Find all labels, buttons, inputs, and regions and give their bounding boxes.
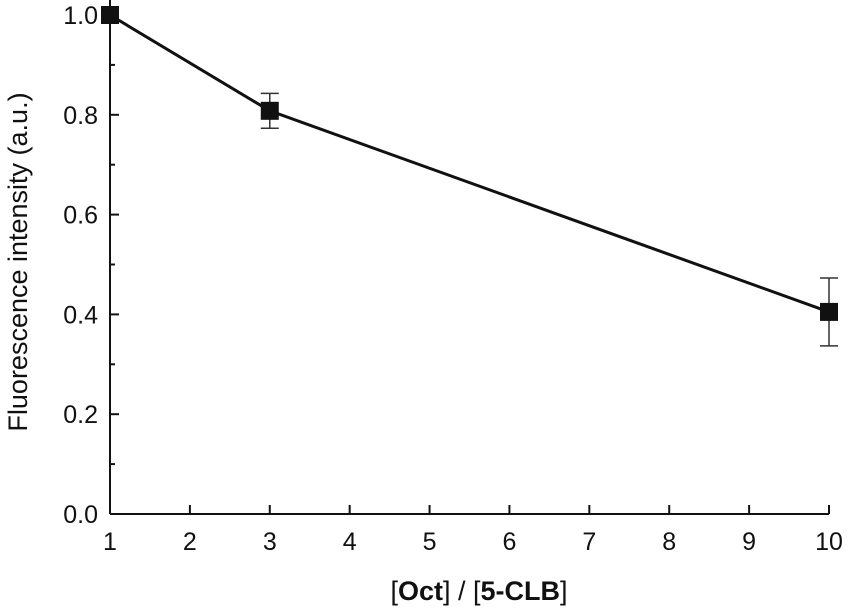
x-tick-label: 4 (343, 528, 357, 556)
x-axis-title-5clb: 5-CLB (481, 576, 561, 606)
data-point-marker (101, 6, 119, 24)
x-axis-title-oct: Oct (398, 576, 443, 606)
x-tick-label: 6 (502, 528, 516, 556)
y-tick-label: 0.6 (63, 202, 98, 230)
x-axis-title-part-5: ] (560, 576, 568, 606)
x-tick-label: 2 (183, 528, 197, 556)
y-tick-label: 0.0 (63, 501, 98, 529)
x-axis-title-part-1: [ (390, 576, 398, 606)
y-axis-ticks: 0.0 0.2 0.4 0.6 0.8 1.0 (63, 2, 119, 529)
data-point-marker (260, 101, 279, 120)
y-tick-label: 0.2 (63, 401, 98, 429)
y-axis-title: Fluorescence intensity (a.u.) (3, 92, 33, 431)
x-axis-title-part-3: ] / [ (443, 576, 481, 606)
series-line (109, 13, 830, 314)
plot-area (109, 0, 829, 515)
x-tick-label: 3 (263, 528, 277, 556)
x-tick-label: 9 (742, 528, 756, 556)
y-tick-label: 1.0 (63, 2, 98, 30)
x-axis-title: [Oct] / [5-CLB] (390, 576, 567, 606)
y-tick-label: 0.8 (63, 102, 98, 130)
x-tick-label: 5 (423, 528, 437, 556)
x-axis-ticks: 1 2 3 4 5 6 7 8 9 10 (103, 505, 843, 556)
data-point-marker (820, 302, 838, 321)
x-tick-label: 1 (103, 528, 117, 556)
y-tick-label: 0.4 (63, 301, 98, 329)
series-layer (101, 6, 838, 347)
x-tick-label: 8 (662, 528, 676, 556)
x-tick-label: 10 (815, 528, 843, 556)
x-tick-label: 7 (582, 528, 596, 556)
